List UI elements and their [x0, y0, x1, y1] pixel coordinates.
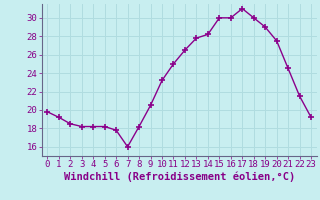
- X-axis label: Windchill (Refroidissement éolien,°C): Windchill (Refroidissement éolien,°C): [64, 172, 295, 182]
